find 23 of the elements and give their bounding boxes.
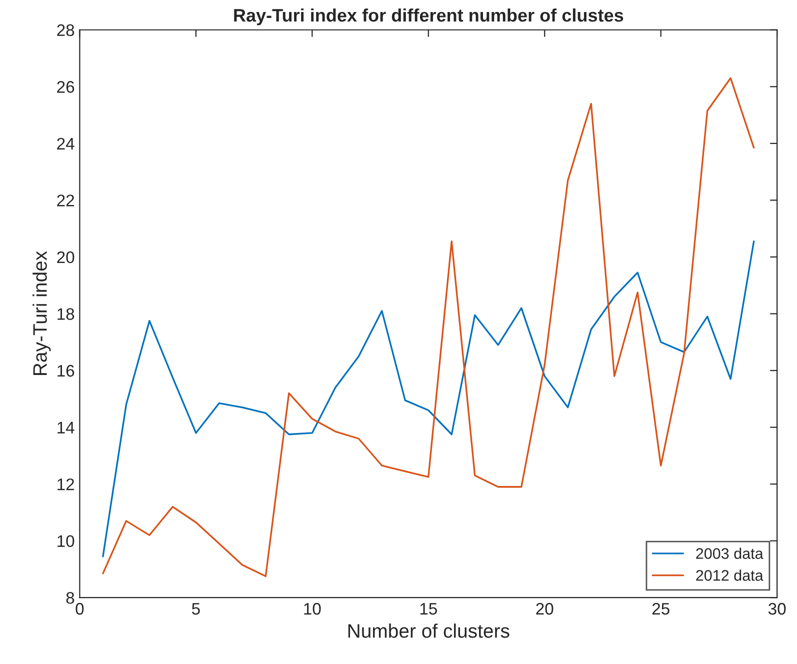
x-tick-label: 25 bbox=[652, 602, 670, 615]
x-axis-title: Number of clusters bbox=[348, 624, 510, 638]
y-tick-label: 24 bbox=[57, 138, 74, 150]
y-tick-label: 26 bbox=[57, 81, 74, 93]
legend-label: 2003 data bbox=[696, 548, 764, 559]
y-tick-label: 10 bbox=[58, 535, 74, 548]
x-tick-label: 5 bbox=[192, 603, 200, 615]
x-tick-label: 30 bbox=[768, 602, 786, 615]
x-tick-label: 0 bbox=[76, 602, 84, 615]
y-tick-label: 28 bbox=[57, 24, 74, 36]
y-axis-title: Ray-Turi index bbox=[32, 251, 51, 375]
y-tick-label: 16 bbox=[58, 364, 74, 377]
y-tick-label: 18 bbox=[58, 308, 74, 320]
y-tick-label: 14 bbox=[58, 422, 74, 434]
y-tick-label: 12 bbox=[58, 478, 74, 490]
y-tick-label: 8 bbox=[66, 592, 74, 604]
y-tick-label: 22 bbox=[57, 194, 74, 206]
legend-label: 2012 data bbox=[696, 570, 764, 581]
chart-title: Ray-Turi index for different number of clustes bbox=[234, 8, 624, 26]
x-tick-label: 20 bbox=[536, 602, 554, 615]
x-tick-label: 10 bbox=[304, 602, 321, 615]
y-tick-label: 20 bbox=[57, 251, 74, 264]
x-tick-label: 15 bbox=[420, 603, 437, 615]
